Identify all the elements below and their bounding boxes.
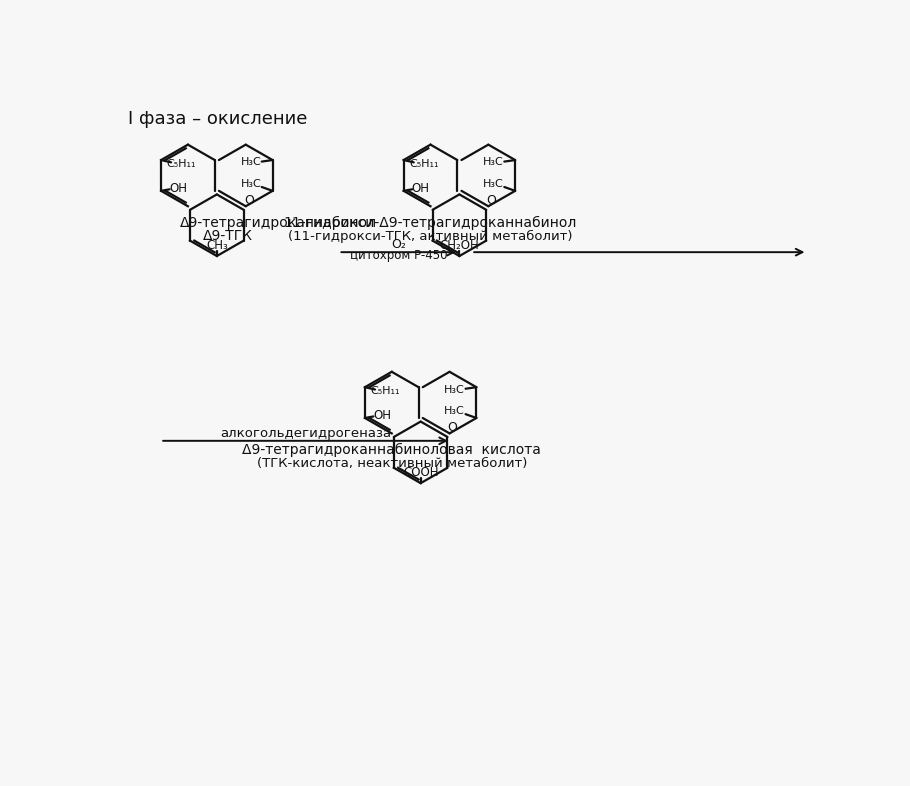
Text: H₃C: H₃C xyxy=(240,157,261,167)
Text: O: O xyxy=(244,193,254,207)
Text: CH₂OH: CH₂OH xyxy=(440,239,480,252)
Text: OH: OH xyxy=(411,182,430,195)
Text: O: O xyxy=(487,193,496,207)
Text: 11-гидрокси-Δ9-тетрагидроканнабинол: 11-гидрокси-Δ9-тетрагидроканнабинол xyxy=(284,216,577,230)
Text: H₃C: H₃C xyxy=(240,179,261,189)
Text: OH: OH xyxy=(373,410,391,422)
Text: Δ9-тетрагидроканнабинол: Δ9-тетрагидроканнабинол xyxy=(179,216,377,230)
Text: O₂: O₂ xyxy=(391,238,406,251)
Text: C₅H₁₁: C₅H₁₁ xyxy=(167,159,196,169)
Text: I фаза – окисление: I фаза – окисление xyxy=(127,110,307,128)
Text: H₃C: H₃C xyxy=(444,384,465,395)
Text: (11-гидрокси-ТГК, активный метаболит): (11-гидрокси-ТГК, активный метаболит) xyxy=(288,230,572,243)
Text: (ТГК-кислота, неактивный метаболит): (ТГК-кислота, неактивный метаболит) xyxy=(257,457,527,470)
Text: Δ9-ТГК: Δ9-ТГК xyxy=(203,230,253,244)
Text: O: O xyxy=(448,421,458,434)
Text: C₅H₁₁: C₅H₁₁ xyxy=(409,159,439,169)
Text: H₃C: H₃C xyxy=(483,179,504,189)
Text: C₅H₁₁: C₅H₁₁ xyxy=(370,386,399,396)
Text: OH: OH xyxy=(169,182,187,195)
Text: алкогольдегидрогеназа: алкогольдегидрогеназа xyxy=(220,427,391,439)
Text: H₃C: H₃C xyxy=(483,157,504,167)
Text: цитохром P-450: цитохром P-450 xyxy=(349,248,448,262)
Text: COOH: COOH xyxy=(403,466,439,479)
Text: Δ9-тетрагидроканнабиноловая  кислота: Δ9-тетрагидроканнабиноловая кислота xyxy=(242,443,541,457)
Text: CH₃: CH₃ xyxy=(206,239,228,252)
Text: H₃C: H₃C xyxy=(444,406,465,416)
